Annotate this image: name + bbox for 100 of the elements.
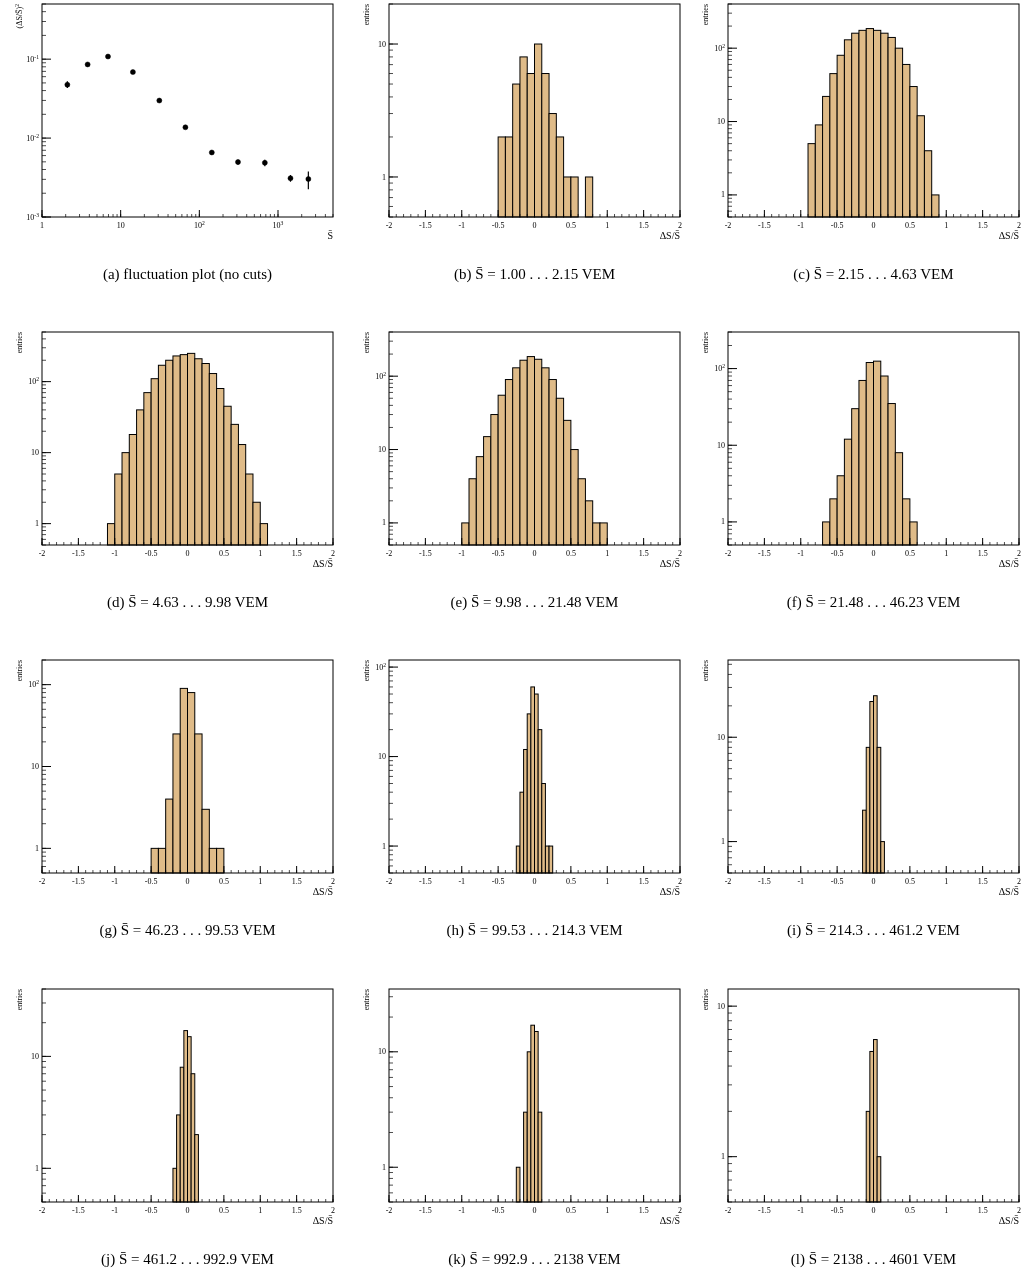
x-tick-label: -1 bbox=[458, 877, 466, 886]
text: (f) S̄ = 21.48 . . . 46.23 VEM bbox=[786, 594, 961, 611]
x-tick-label: 0 bbox=[185, 877, 190, 886]
x-axis-title: ΔS/S̄ bbox=[312, 886, 333, 897]
text: (k) S̄ = 992.9 . . . 2138 VEM bbox=[448, 1251, 621, 1268]
x-tick-label: 1 bbox=[944, 1206, 949, 1215]
x-tick-label: 1.5 bbox=[638, 549, 649, 558]
x-tick-label: -2 bbox=[38, 549, 46, 558]
y-axis-title: entries bbox=[362, 4, 371, 26]
y-axis-title: entries bbox=[701, 989, 710, 1011]
x-tick-label: 2 bbox=[331, 549, 335, 558]
y-tick-label: 1 bbox=[721, 837, 725, 847]
x-tick-label: -0.5 bbox=[491, 549, 505, 558]
x-tick-label: -1.5 bbox=[419, 1206, 432, 1215]
y-axis-title: entries bbox=[701, 332, 710, 354]
text: (h) S̄ = 99.53 . . . 214.3 VEM bbox=[446, 922, 623, 939]
x-tick-label: -2 bbox=[724, 1206, 732, 1215]
y-tick-label: 10$^{-1}$ bbox=[26, 53, 40, 64]
y-tick-label: 10 bbox=[717, 117, 725, 127]
y-tick-label: 10 bbox=[378, 752, 386, 762]
x-tick-label: 1.5 bbox=[977, 1206, 988, 1215]
y-tick-label: 10 bbox=[378, 39, 386, 49]
x-axis-title: ΔS/S̄ bbox=[659, 230, 680, 241]
x-tick-label: 10$^{3}$ bbox=[272, 220, 284, 230]
y-tick-label: 10 bbox=[717, 732, 725, 742]
x-tick-label: 0 bbox=[532, 549, 537, 558]
x-tick-label: 1.5 bbox=[638, 221, 649, 230]
x-axis-title: ΔS/S̄ bbox=[659, 558, 680, 569]
x-axis-title: ΔS/S̄ bbox=[659, 886, 680, 897]
x-tick-label: 1.5 bbox=[977, 221, 988, 230]
y-tick-label: 10 bbox=[31, 448, 39, 458]
x-tick-label: 1 bbox=[944, 549, 949, 558]
x-tick-label: 2 bbox=[331, 1206, 335, 1215]
text: (d) S̄ = 4.63 . . . 9.98 VEM bbox=[106, 594, 269, 611]
x-tick-label: -1.5 bbox=[72, 1206, 85, 1215]
x-tick-label: 1 bbox=[258, 1206, 263, 1215]
x-tick-label: 1.5 bbox=[291, 1206, 302, 1215]
y-axis-title: entries bbox=[15, 332, 24, 354]
x-tick-label: 2 bbox=[1017, 549, 1021, 558]
y-axis-title: entries bbox=[701, 660, 710, 682]
y-tick-label: 1 bbox=[382, 518, 386, 528]
x-tick-label: 0 bbox=[532, 877, 537, 886]
x-tick-label: 1.5 bbox=[977, 549, 988, 558]
y-tick-label: 1 bbox=[382, 1162, 386, 1172]
text: (j) S̄ = 461.2 . . . 992.9 VEM bbox=[101, 1251, 274, 1268]
x-tick-label: 0 bbox=[871, 877, 876, 886]
x-tick-label: 0.5 bbox=[904, 877, 915, 886]
y-tick-label: 10 bbox=[717, 1001, 725, 1011]
x-tick-label: -1 bbox=[797, 549, 805, 558]
x-tick-label: 1 bbox=[605, 221, 610, 230]
x-tick-label: -0.5 bbox=[830, 221, 844, 230]
x-tick-label: 1 bbox=[944, 877, 949, 886]
x-axis-title: ΔS/S̄ bbox=[998, 886, 1019, 897]
y-tick-label: 1 bbox=[721, 190, 725, 200]
x-tick-label: -1.5 bbox=[419, 549, 432, 558]
x-tick-label: 1 bbox=[944, 221, 949, 230]
x-axis-title: ΔS/S̄ bbox=[998, 1215, 1019, 1226]
x-tick-label: 0.5 bbox=[218, 549, 229, 558]
x-tick-label: -2 bbox=[385, 221, 393, 230]
x-tick-label: 0.5 bbox=[565, 221, 576, 230]
x-tick-label: 1.5 bbox=[638, 1206, 649, 1215]
x-tick-label: 1 bbox=[258, 877, 263, 886]
text: (i) S̄ = 214.3 . . . 461.2 VEM bbox=[787, 922, 960, 939]
x-tick-label: -2 bbox=[385, 877, 393, 886]
x-tick-label: 2 bbox=[678, 221, 682, 230]
x-tick-label: -2 bbox=[724, 877, 732, 886]
x-tick-label: -0.5 bbox=[830, 877, 844, 886]
x-tick-label: -1 bbox=[458, 1206, 466, 1215]
x-axis-title: ΔS/S̄ bbox=[998, 558, 1019, 569]
x-tick-label: 2 bbox=[678, 877, 682, 886]
x-tick-label: -1.5 bbox=[758, 221, 771, 230]
x-tick-label: 1.5 bbox=[638, 877, 649, 886]
x-tick-label: -1 bbox=[458, 549, 466, 558]
x-axis-title: ΔS/S̄ bbox=[312, 558, 333, 569]
x-tick-label: -1.5 bbox=[72, 549, 85, 558]
y-tick-label: 1 bbox=[35, 519, 39, 529]
x-tick-label: 1 bbox=[605, 549, 610, 558]
y-axis-title: entries bbox=[15, 660, 24, 682]
x-tick-label: -1 bbox=[111, 1206, 119, 1215]
text: (b) S̄ = 1.00 . . . 2.15 VEM bbox=[453, 266, 616, 283]
y-tick-label: 1 bbox=[382, 172, 386, 182]
y-axis-title: entries bbox=[362, 660, 371, 682]
y-axis-title: entries bbox=[701, 4, 710, 26]
y-tick-label: 10 bbox=[31, 1051, 39, 1061]
y-axis-title: entries bbox=[15, 989, 24, 1011]
x-tick-label: -0.5 bbox=[830, 549, 844, 558]
x-tick-label: 1 bbox=[605, 1206, 610, 1215]
x-tick-label: 0 bbox=[532, 1206, 537, 1215]
x-tick-label: 0.5 bbox=[904, 549, 915, 558]
y-tick-label: 1 bbox=[35, 843, 39, 853]
x-axis-title: S̄ bbox=[327, 230, 333, 241]
x-tick-label: -1.5 bbox=[72, 877, 85, 886]
x-axis-title: ΔS/S̄ bbox=[659, 1215, 680, 1226]
x-tick-label: 0.5 bbox=[218, 877, 229, 886]
x-tick-label: -0.5 bbox=[144, 1206, 158, 1215]
x-tick-label: -1 bbox=[797, 221, 805, 230]
x-tick-label: -0.5 bbox=[491, 1206, 505, 1215]
x-tick-label: -2 bbox=[38, 1206, 46, 1215]
y-axis-title: entries bbox=[362, 332, 371, 354]
y-tick-label: 1 bbox=[721, 517, 725, 527]
